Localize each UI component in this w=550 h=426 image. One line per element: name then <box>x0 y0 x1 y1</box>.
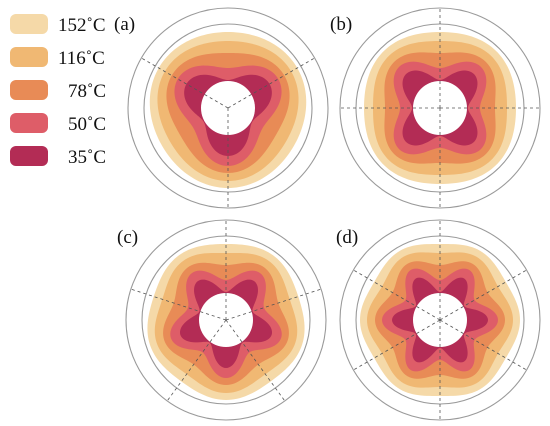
panel-d: (d) <box>336 219 541 421</box>
contour-plot-b <box>339 7 541 209</box>
reference-circle <box>125 219 327 421</box>
radial-grid-line <box>439 319 527 371</box>
panel-label-b: (b) <box>330 14 352 35</box>
legend-swatch-78 <box>10 80 48 100</box>
legend-label-116: 116˚C <box>58 48 105 69</box>
panel-b: (b) <box>330 7 541 209</box>
radial-grid-line <box>353 319 441 371</box>
radial-grid-line <box>353 269 441 321</box>
panel-label-a: (a) <box>114 14 135 35</box>
legend-swatch-116 <box>10 47 48 67</box>
radial-grid-line <box>439 269 527 321</box>
panel-label-d: (d) <box>336 227 358 248</box>
panel-a: (a) <box>114 7 329 209</box>
contour-plot-c <box>125 219 327 421</box>
radial-grid-line <box>130 288 227 321</box>
legend-swatch-50 <box>10 113 48 133</box>
legend: 152˚C 116˚C 78˚C 50˚C 35˚C <box>10 14 106 168</box>
radial-grid-line <box>225 288 322 321</box>
radial-grid-line <box>141 57 229 109</box>
contour-plot-a <box>127 7 329 209</box>
reference-circle <box>127 7 329 209</box>
panel-label-c: (c) <box>117 227 138 248</box>
reference-circle <box>339 7 541 209</box>
panel-c: (c) <box>117 219 327 421</box>
legend-label-50: 50˚C <box>68 114 106 135</box>
radial-grid-line <box>227 57 315 109</box>
legend-swatch-152 <box>10 14 48 34</box>
legend-label-152: 152˚C <box>58 15 106 36</box>
reference-circle <box>339 219 541 421</box>
legend-label-35: 35˚C <box>68 147 106 168</box>
radial-grid-line <box>166 319 227 402</box>
radial-grid-line <box>225 319 286 402</box>
contour-plot-d <box>339 219 541 421</box>
legend-swatch-35 <box>10 146 48 166</box>
legend-label-78: 78˚C <box>68 81 106 102</box>
